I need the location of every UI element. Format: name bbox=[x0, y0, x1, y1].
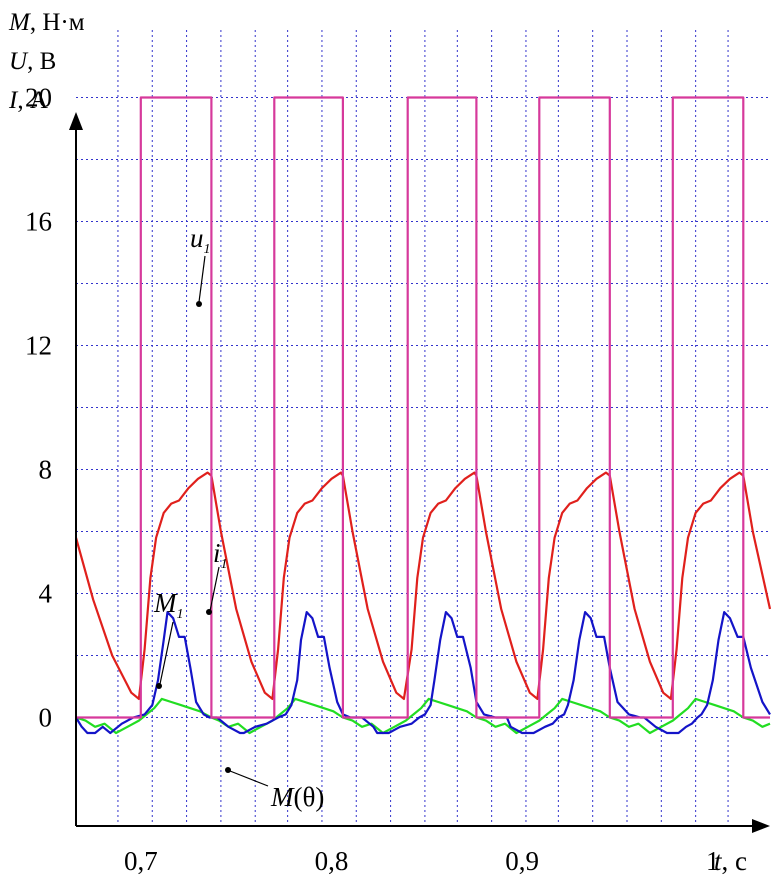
y-tick-label: 4 bbox=[39, 579, 53, 609]
y-axis-title: M, Н·м U, В I, А bbox=[8, 9, 85, 114]
y-tick-label: 16 bbox=[25, 207, 52, 237]
x-tick-label: 0,8 bbox=[315, 846, 349, 876]
y-axis-label-voltage: U, В bbox=[9, 48, 56, 75]
y-tick-label: 8 bbox=[39, 455, 53, 485]
i1-leader-dot bbox=[206, 609, 212, 615]
Mtheta-leader-line bbox=[229, 770, 269, 787]
Mtheta-label: M(θ) bbox=[270, 782, 324, 812]
y-tick-label: 12 bbox=[25, 331, 52, 361]
M1-label: M1 bbox=[153, 588, 184, 622]
i1-leader-line bbox=[209, 566, 220, 612]
series-labels: u1 i1 M1 M(θ) bbox=[153, 223, 324, 812]
series-line-u1 bbox=[76, 96, 770, 719]
Mtheta-leader-dot bbox=[225, 767, 231, 773]
y-tick-label: 20 bbox=[25, 83, 52, 113]
u1-leader-dot bbox=[196, 301, 202, 307]
x-axis-arrow bbox=[752, 819, 770, 833]
y-axis-label-current: I, А bbox=[8, 87, 48, 114]
x-tick-label: 0,7 bbox=[124, 846, 158, 876]
tick-labels: 0 4 8 12 16 20 0,7 0,8 0,9 1 bbox=[25, 83, 720, 877]
y-axis-arrow bbox=[69, 112, 83, 130]
y-axis-label-torque: M, Н·м bbox=[8, 9, 85, 36]
axes bbox=[69, 112, 770, 833]
series-line-M1 bbox=[75, 610, 771, 735]
M1-leader-dot bbox=[156, 683, 162, 689]
x-tick-label: 0,9 bbox=[505, 846, 539, 876]
x-tick-label: 1 bbox=[706, 846, 720, 876]
i1-label: i1 bbox=[213, 538, 228, 572]
u1-leader-line bbox=[198, 255, 206, 303]
x-axis-label: t, с bbox=[714, 846, 747, 876]
y-tick-label: 0 bbox=[39, 703, 53, 733]
M1-leader-line bbox=[159, 621, 174, 685]
series-layer bbox=[74, 96, 771, 735]
u1-label: u1 bbox=[190, 223, 211, 257]
series-line-i1 bbox=[74, 471, 771, 701]
